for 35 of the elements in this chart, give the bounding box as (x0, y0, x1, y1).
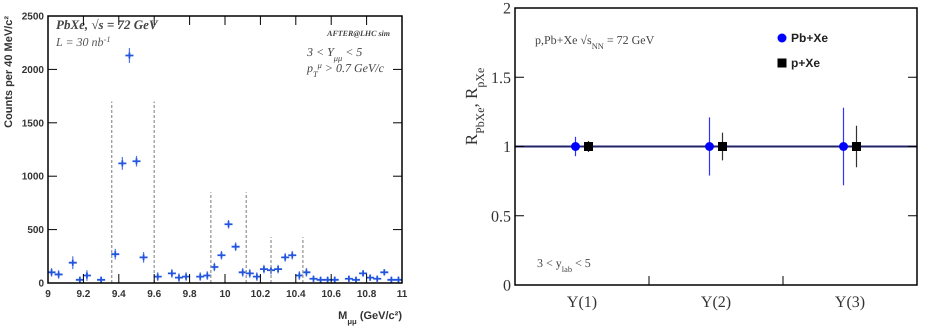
y-tick-label: 1.5 (491, 70, 511, 87)
x-tick-label: Υ(1) (566, 294, 598, 311)
x-tick-label: 9.4 (112, 289, 126, 300)
y-tick-label: 500 (27, 225, 44, 236)
annotation: AFTER@LHC sim (326, 29, 390, 38)
x-tick-label: 9.8 (182, 289, 197, 300)
x-tick-label: 10.2 (250, 289, 271, 300)
y-tick-label: 2500 (22, 12, 44, 22)
annotation: p,Pb+Xe √s$_{NN}$ = 72 GeV (535, 33, 655, 50)
x-tick-label: 9 (45, 289, 52, 300)
annotation: 3 < Y$_{μμ}$ < 5 (306, 45, 362, 62)
x-tick-label: Υ(2) (700, 294, 732, 311)
y-tick-label: 0 (38, 278, 44, 290)
x-tick-label: 10.4 (286, 289, 306, 300)
y-tick-label: 2 (503, 0, 511, 18)
legend-label: Pb+Xe (791, 31, 828, 46)
x-tick-label: Υ(3) (834, 294, 866, 311)
x-tick-label: 10.8 (356, 289, 377, 300)
y-tick-label: 0 (503, 278, 511, 295)
y-tick-label: 1000 (22, 172, 44, 183)
x-tick-label: 9.6 (147, 289, 162, 300)
y-tick-label: 1500 (22, 118, 44, 130)
annotation: L = 30 nb$^{-1}$ (55, 34, 111, 49)
y-tick-label: 1 (503, 139, 511, 156)
y-tick-label: 2000 (22, 64, 44, 76)
legend-label: p+Xe (791, 56, 820, 70)
x-tick-label: 11 (396, 289, 408, 300)
x-axis-title: M$_{μμ}$ (GeV/c²) (338, 310, 402, 326)
x-tick-label: 9.2 (76, 289, 91, 300)
annotation: 3 < y$_{lab}$ < 5 (537, 256, 591, 274)
chart-title: PbXe, √s = 72 GeV (56, 17, 159, 32)
y-tick-label: 0.5 (491, 208, 511, 226)
x-tick-label: 10.6 (321, 289, 342, 300)
x-tick-label: 10 (219, 289, 231, 300)
y-axis-title: Counts per 40 MeV/c² (3, 16, 15, 128)
